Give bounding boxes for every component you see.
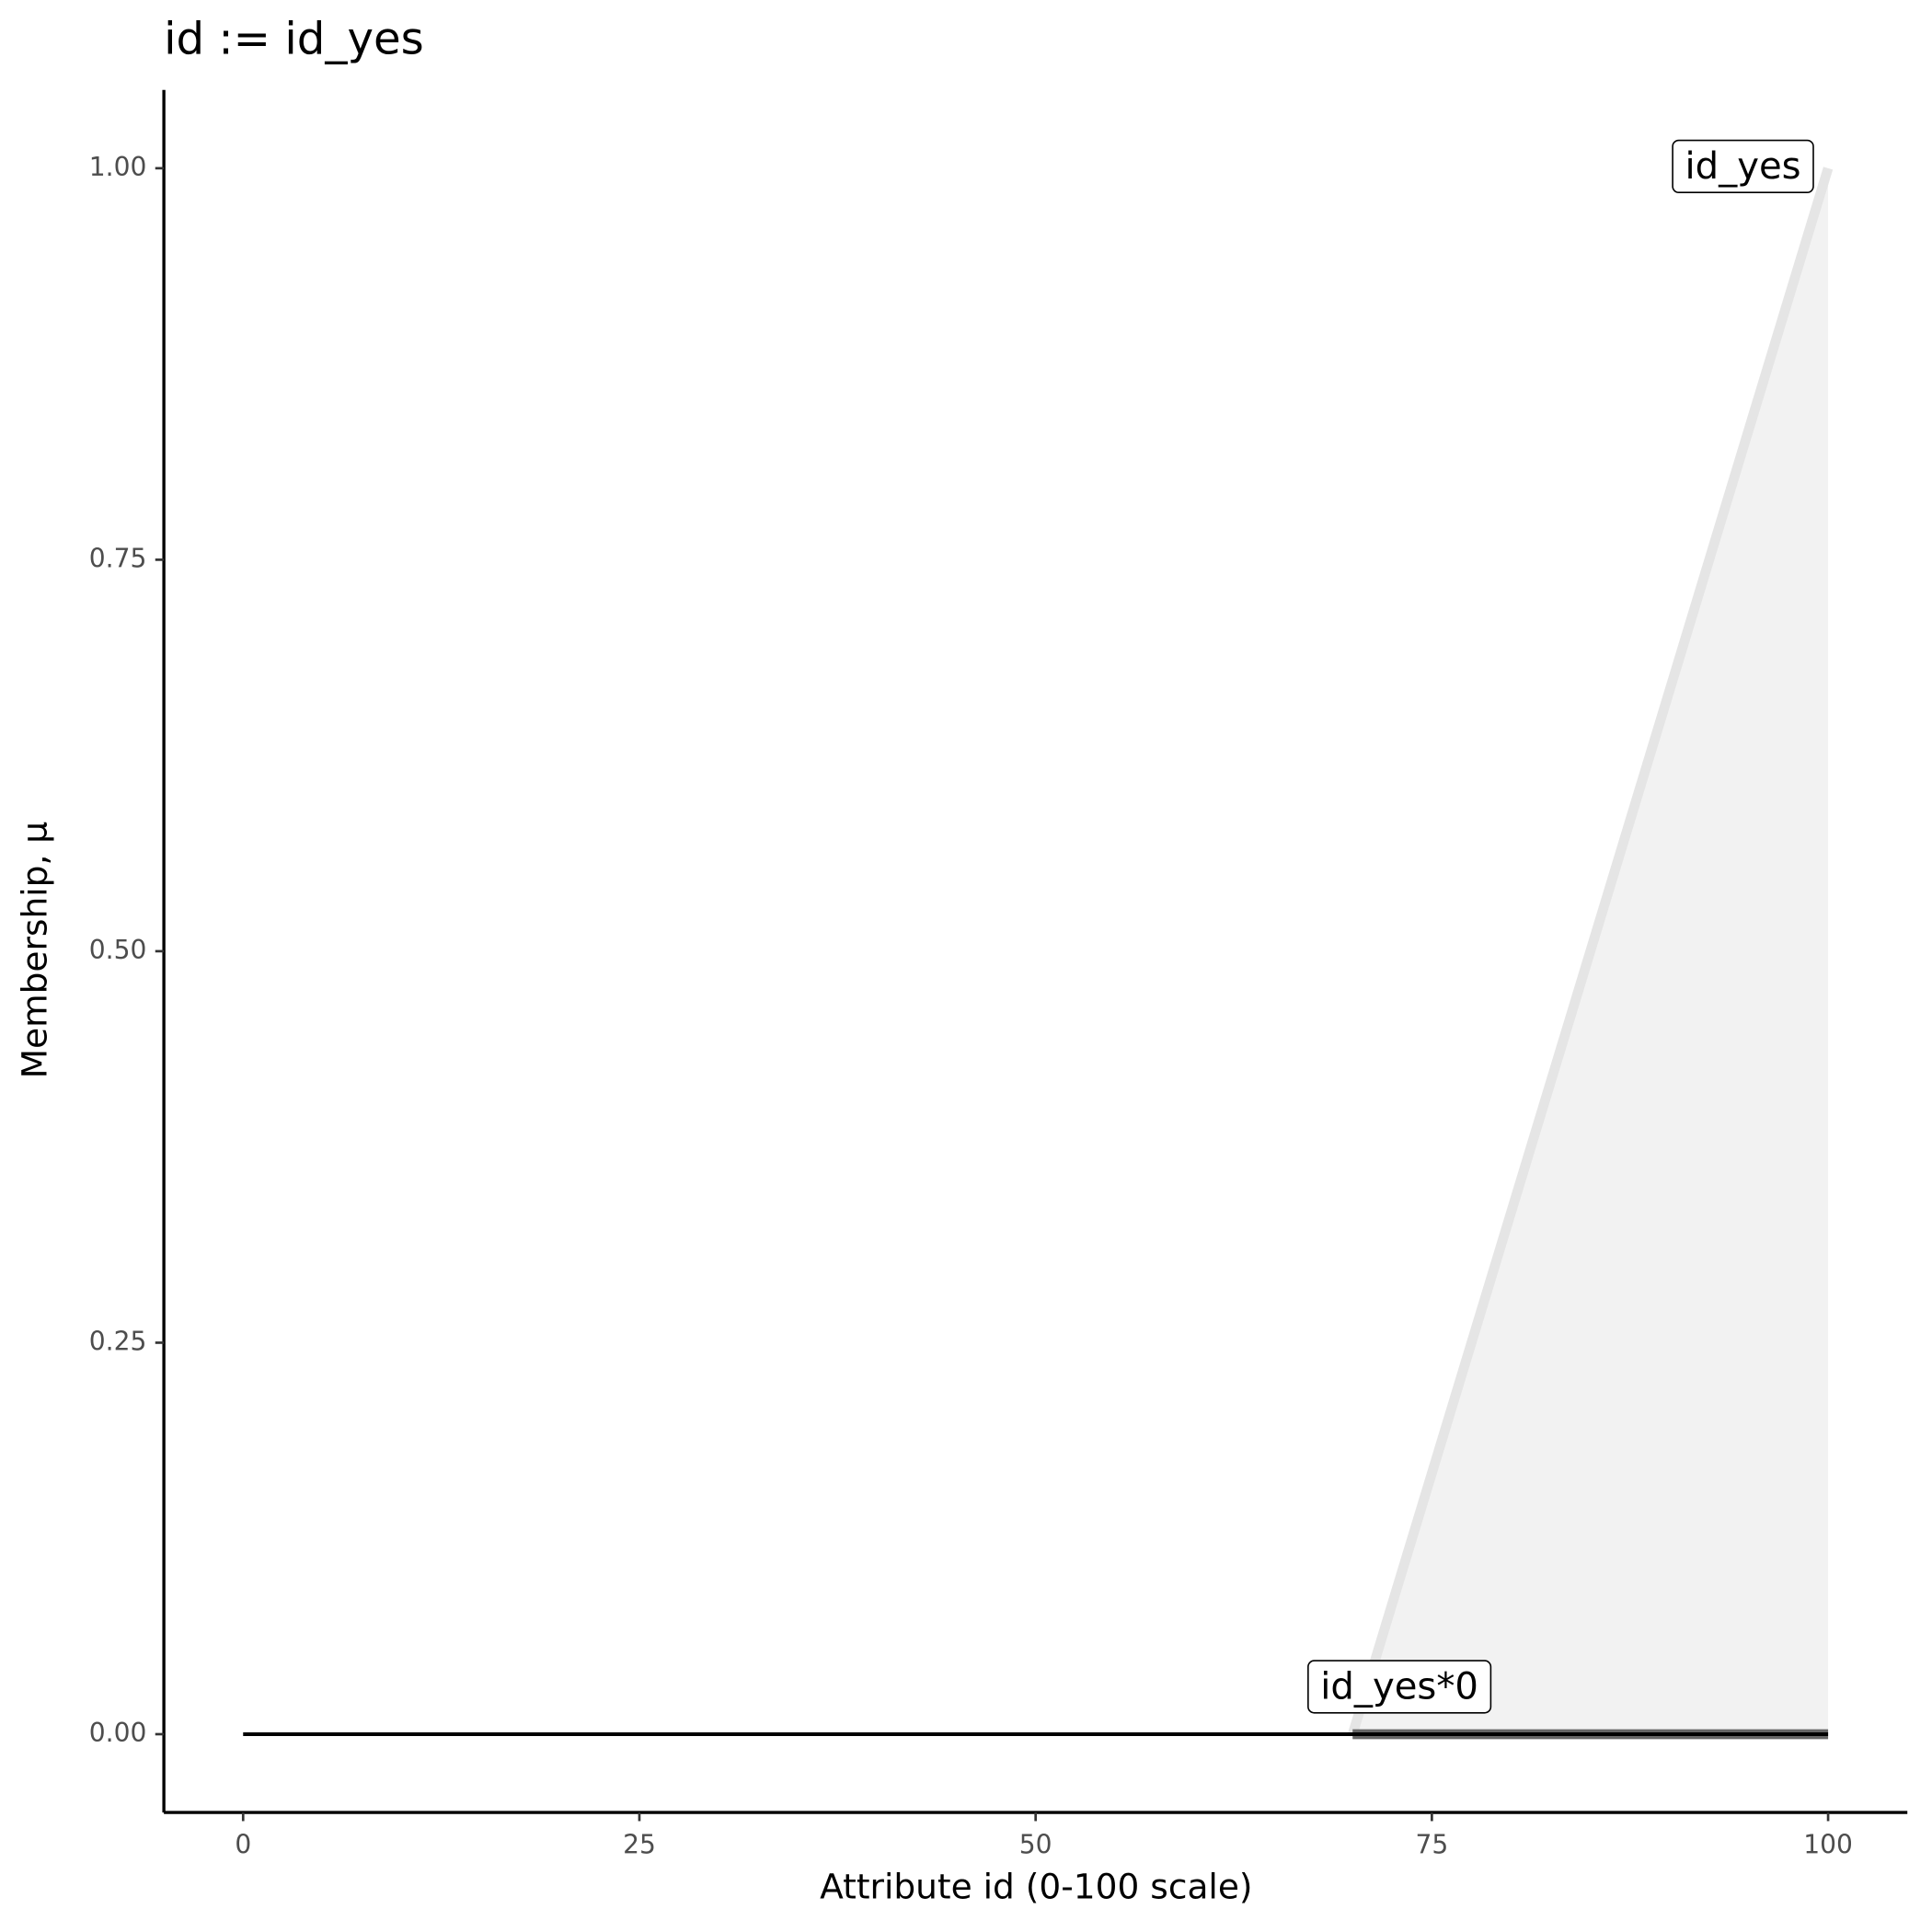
x-tick-label: 50 <box>1019 1829 1052 1859</box>
x-tick-label: 75 <box>1415 1829 1448 1859</box>
label-box <box>1672 139 1814 194</box>
y-tick-label: 0.50 <box>89 935 147 965</box>
chart-title: id := id_yes <box>164 14 424 65</box>
label-box <box>1307 1660 1492 1714</box>
y-tick-label: 0.25 <box>89 1326 147 1356</box>
x-tick-label: 100 <box>1803 1829 1853 1859</box>
label-text: id_yes <box>1685 145 1800 188</box>
x-axis-title: Attribute id (0-100 scale) <box>820 1867 1252 1907</box>
y-tick-label: 0.75 <box>89 543 147 573</box>
y-tick-label: 1.00 <box>89 152 147 182</box>
x-tick-label: 25 <box>623 1829 656 1859</box>
series-label: id_yes*0 <box>1307 1660 1492 1714</box>
label-text: id_yes*0 <box>1320 1665 1478 1708</box>
y-axis-title: Membership, μ <box>15 822 55 1078</box>
series-label: id_yes <box>1672 139 1814 194</box>
y-tick-label: 0.00 <box>89 1718 147 1748</box>
x-tick-label: 0 <box>235 1829 251 1859</box>
line <box>1348 167 1834 1736</box>
